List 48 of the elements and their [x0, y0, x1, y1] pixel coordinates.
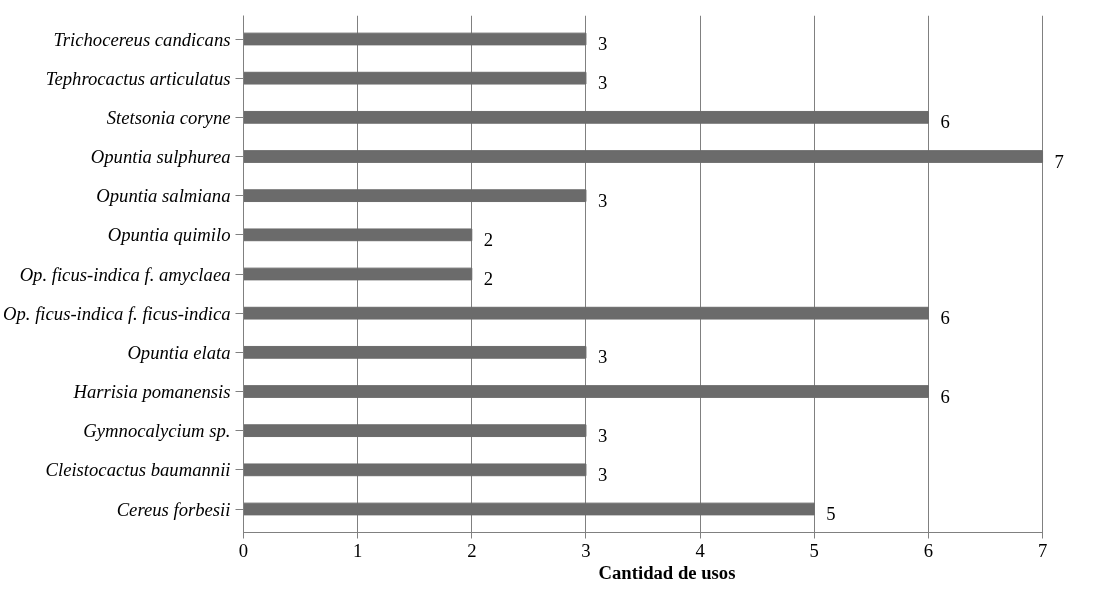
x-tick-label: 0	[238, 539, 249, 561]
bar	[243, 267, 473, 281]
y-tick-label: Op. ficus-indica f. amyclaea	[19, 263, 231, 285]
bar	[243, 228, 473, 242]
y-tick-label: Opuntia sulphurea	[90, 146, 231, 167]
data-label: 3	[597, 463, 608, 485]
bar	[243, 424, 587, 438]
bar	[243, 32, 587, 46]
x-tick-label: 1	[352, 539, 363, 561]
x-tick-label: 7	[1037, 539, 1048, 561]
bar	[243, 502, 815, 516]
data-label: 3	[597, 424, 608, 446]
bar	[243, 345, 587, 359]
bar	[243, 110, 929, 124]
data-label: 7	[1054, 150, 1064, 172]
y-tick-label: Stetsonia coryne	[106, 106, 231, 128]
x-tick-label: 6	[923, 539, 934, 561]
y-tick-label: Tephrocactus articulatus	[45, 67, 231, 89]
data-label: 6	[940, 307, 950, 329]
data-label: 6	[940, 385, 950, 407]
y-tick-label: Op. ficus-indica f. ficus-indica	[3, 302, 231, 324]
y-tick-label: Opuntia quimilo	[107, 224, 231, 246]
bar	[243, 71, 587, 85]
y-tick-label: Cereus forbesii	[116, 498, 231, 520]
x-tick-label: 5	[809, 539, 819, 561]
data-label: 6	[940, 111, 950, 133]
x-tick-label: 4	[695, 539, 706, 561]
bar	[243, 463, 587, 477]
y-tick-label: Gymnocalycium sp.	[83, 420, 231, 442]
x-axis-title: Cantidad de usos	[598, 561, 736, 583]
bar	[243, 150, 1044, 163]
y-tick-label: Opuntia salmiana	[96, 185, 231, 207]
y-tick-label: Cleistocactus baumannii	[45, 459, 231, 481]
x-tick-label: 3	[581, 539, 591, 561]
y-tick-label: Harrisia pomanensis	[72, 381, 231, 402]
y-tick-label: Opuntia elata	[127, 341, 231, 363]
data-label: 2	[483, 228, 494, 250]
bar	[243, 306, 929, 320]
y-tick-label: Trichocereus candicans	[53, 28, 231, 50]
data-label: 2	[483, 268, 494, 289]
x-tick-label: 2	[467, 539, 477, 561]
data-label: 3	[597, 33, 608, 54]
data-label: 3	[597, 346, 608, 368]
data-label: 5	[826, 503, 836, 524]
bar	[243, 385, 929, 398]
bar	[243, 189, 587, 203]
data-label: 3	[597, 189, 608, 211]
data-label: 3	[597, 72, 608, 94]
